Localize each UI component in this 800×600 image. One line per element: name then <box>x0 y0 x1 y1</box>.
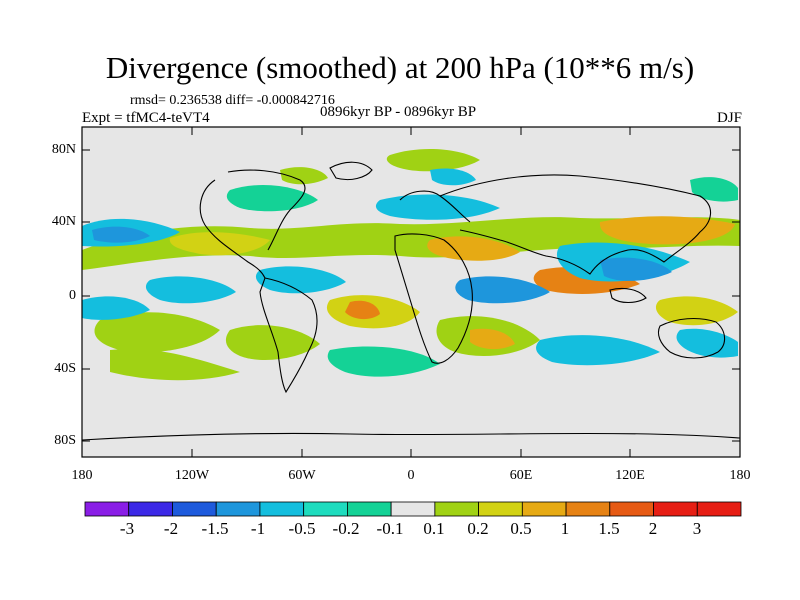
coast-australia <box>657 317 726 359</box>
field-patch <box>690 177 738 202</box>
lon-label: 120E <box>615 468 645 483</box>
colorbar-label: 0.1 <box>423 519 445 538</box>
field-patch <box>600 257 672 281</box>
field-patch <box>599 216 735 245</box>
colorbar-label: -1 <box>250 519 266 538</box>
field-band-green <box>82 217 740 270</box>
colorbar-swatch <box>303 501 348 517</box>
colorbar-label: -3 <box>119 519 135 538</box>
colorbar-swatch <box>84 501 130 517</box>
coast-north-america-east <box>227 169 306 251</box>
field-patch <box>327 346 440 377</box>
field-patch <box>255 266 346 294</box>
divergence-field <box>82 148 740 381</box>
field-patch <box>345 300 380 320</box>
colorbar <box>84 501 742 517</box>
coast-greenland <box>329 161 373 181</box>
field-patch <box>145 276 236 304</box>
colorbar-swatch <box>346 501 392 517</box>
coast-south-america <box>259 277 318 394</box>
colorbar-swatch <box>390 501 436 517</box>
colorbar-label: 3 <box>692 519 702 538</box>
field-patch <box>386 148 480 172</box>
colorbar-label: 0.5 <box>510 519 532 538</box>
colorbar-swatch <box>478 501 523 517</box>
field-patch <box>94 312 220 353</box>
coast-eurasia <box>439 174 712 275</box>
colorbar-swatch <box>434 501 479 517</box>
colorbar-swatch <box>521 501 567 517</box>
colorbar-label: 2 <box>648 519 658 538</box>
period-label: 0896kyr BP - 0896kyr BP <box>320 104 477 120</box>
coast-africa <box>394 233 473 364</box>
figure-title: Divergence (smoothed) at 200 hPa (10**6 … <box>105 50 695 85</box>
coastlines <box>82 161 740 441</box>
tick-marks <box>81 127 741 457</box>
lon-label: 0 <box>407 468 415 483</box>
colorbar-swatch <box>128 501 173 517</box>
lat-label-80n: 80N <box>51 142 76 157</box>
field-patch <box>470 328 515 350</box>
lat-label-80s: 80S <box>54 433 76 448</box>
colorbar-swatch <box>609 501 654 517</box>
lat-label-eq: 0 <box>69 288 76 303</box>
season-label: DJF <box>716 110 742 126</box>
colorbar-label: 0.2 <box>467 519 489 538</box>
colorbar-label: -0.5 <box>288 519 316 538</box>
coast-maritime-continent <box>609 287 647 304</box>
field-patch <box>110 349 240 381</box>
lon-label: 60E <box>509 468 533 483</box>
colorbar-label: -2 <box>163 519 179 538</box>
field-patch <box>280 167 328 185</box>
coast-north-america <box>199 179 266 279</box>
field-patch <box>375 194 500 220</box>
lat-label-40s: 40S <box>54 361 76 376</box>
field-patch <box>82 296 150 320</box>
colorbar-swatch <box>696 501 742 517</box>
colorbar-swatch <box>259 501 305 517</box>
colorbar-swatch <box>172 501 217 517</box>
experiment-label: Expt = tfMC4-teVT4 <box>82 110 210 126</box>
field-patch <box>427 236 520 261</box>
colorbar-swatch <box>653 501 698 517</box>
colorbar-label: -1.5 <box>201 519 229 538</box>
lon-label: 120W <box>174 468 210 483</box>
field-patch <box>455 276 550 304</box>
field-patch <box>655 296 738 326</box>
colorbar-swatch <box>565 501 611 517</box>
lon-label: 180 <box>729 468 751 483</box>
field-patch <box>169 232 270 256</box>
field-patch <box>536 335 660 366</box>
colorbar-label: -0.1 <box>376 519 404 538</box>
colorbar-label: 1.5 <box>598 519 620 538</box>
field-patch <box>92 226 150 243</box>
stats-text: rmsd= 0.236538 diff= -0.000842716 <box>130 93 335 108</box>
lon-label: 60W <box>288 468 316 483</box>
lat-label-40n: 40N <box>51 214 76 229</box>
lon-label: 180 <box>71 468 93 483</box>
field-patch <box>676 328 738 358</box>
colorbar-label: 1 <box>560 519 570 538</box>
colorbar-label: -0.2 <box>332 519 360 538</box>
field-patch <box>430 168 476 186</box>
field-patch <box>225 325 320 360</box>
colorbar-swatch <box>215 501 261 517</box>
coast-antarctica <box>82 432 740 441</box>
